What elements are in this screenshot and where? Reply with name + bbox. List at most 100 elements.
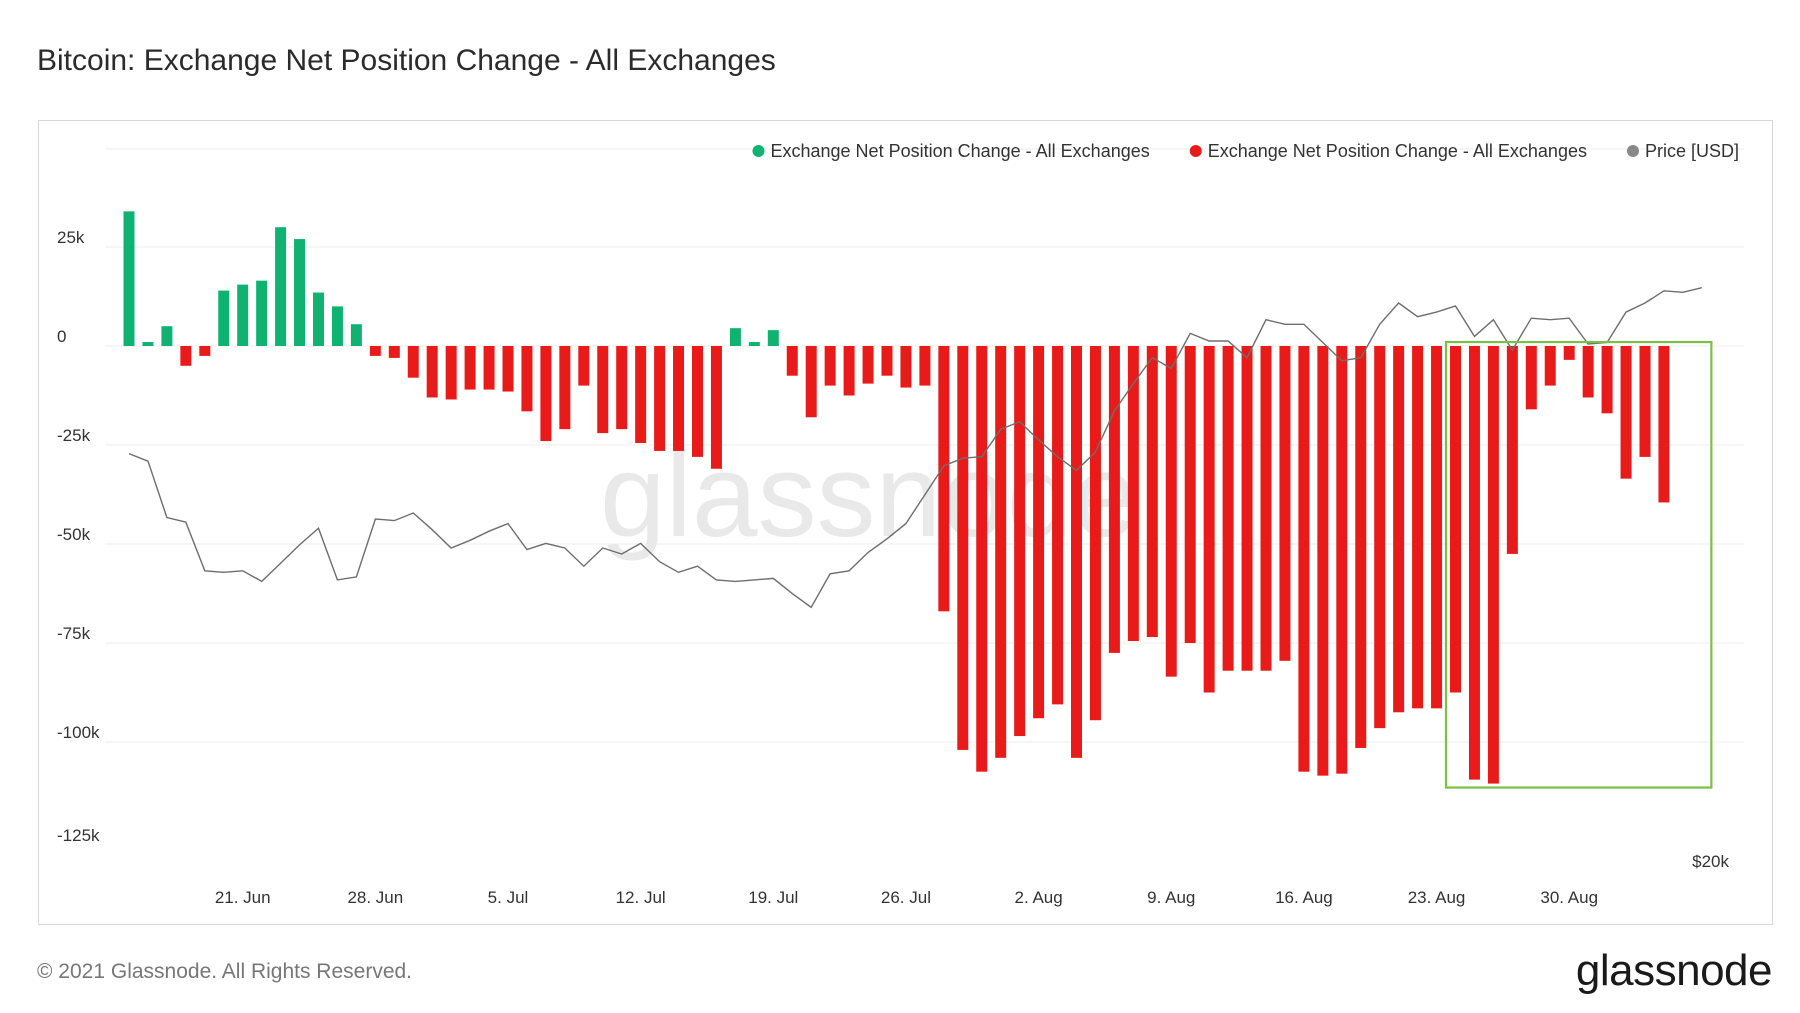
x-tick-label: 28. Jun — [347, 888, 403, 907]
bar-negative — [976, 346, 988, 772]
bar-negative — [1525, 346, 1537, 410]
bars — [123, 211, 1670, 784]
bar-negative — [1336, 346, 1348, 774]
bar-negative — [521, 346, 533, 412]
bar-positive — [256, 280, 268, 346]
bar-negative — [540, 346, 552, 442]
bar-negative — [692, 346, 703, 457]
bar-negative — [1355, 346, 1367, 748]
bar-negative — [1071, 346, 1082, 758]
y-tick-label: -100k — [57, 723, 100, 742]
bar-negative — [1639, 346, 1651, 457]
bar-negative — [1052, 346, 1064, 705]
bar-positive — [767, 330, 779, 346]
bar-positive — [350, 324, 362, 346]
legend-label: Exchange Net Position Change - All Excha… — [1208, 141, 1587, 161]
bar-negative — [388, 346, 400, 358]
bar-negative — [900, 346, 912, 388]
bar-negative — [1544, 346, 1556, 386]
page-title: Bitcoin: Exchange Net Position Change - … — [37, 44, 776, 77]
bar-negative — [881, 346, 893, 376]
bar-negative — [1298, 346, 1310, 772]
x-tick-label: 23. Aug — [1408, 888, 1466, 907]
highlight-rect — [1444, 340, 1713, 789]
bar-negative — [1412, 346, 1424, 709]
y-tick-label: -125k — [57, 826, 100, 845]
x-tick-label: 30. Aug — [1540, 888, 1598, 907]
bar-negative — [843, 346, 855, 396]
bar-negative — [180, 346, 192, 366]
bar-negative — [1203, 346, 1215, 693]
legend-item: Exchange Net Position Change - All Excha… — [1189, 141, 1587, 161]
bar-positive — [218, 290, 230, 346]
bar-negative — [1014, 346, 1026, 737]
x-axis: 21. Jun 28. Jun 5. Jul 12. Jul 19. Jul 26. Ju… — [215, 888, 1598, 907]
bar-negative — [786, 346, 798, 376]
bar-positive — [161, 326, 173, 346]
x-tick-label: 16. Aug — [1275, 888, 1333, 907]
bar-positive — [237, 284, 249, 346]
bar-negative — [597, 346, 609, 434]
x-tick-label: 19. Jul — [748, 888, 798, 907]
bar-negative — [1260, 346, 1272, 671]
bar-negative — [1317, 346, 1329, 776]
x-tick-label: 5. Jul — [488, 888, 529, 907]
chart-frame: glassnode 25k 0 -25k -50k -75k -100k -125k 21.… — [38, 120, 1773, 925]
legend: Price [USD] Exchange Net Position Change … — [752, 141, 1739, 161]
bar-negative — [824, 346, 836, 386]
bar-negative — [1184, 346, 1196, 643]
legend-label: Price [USD] — [1645, 141, 1739, 161]
bar-negative — [1563, 346, 1575, 360]
bar-negative — [938, 346, 950, 612]
bar-negative — [1468, 346, 1480, 780]
legend-marker — [752, 145, 765, 157]
bar-negative — [1108, 346, 1120, 653]
bar-negative — [1487, 346, 1499, 784]
bar-negative — [1658, 346, 1670, 503]
bar-negative — [957, 346, 969, 750]
bar-negative — [1089, 346, 1101, 721]
bar-negative — [1620, 346, 1632, 479]
y-tick-label: 0 — [57, 327, 66, 346]
bar-positive — [123, 211, 135, 346]
bar-negative — [1431, 346, 1443, 709]
bar-positive — [331, 306, 343, 346]
highlight-box — [1444, 340, 1713, 789]
brand-logo: glassnode — [1575, 946, 1773, 995]
x-tick-label: 21. Jun — [215, 888, 271, 907]
bar-negative — [559, 346, 571, 430]
bar-negative — [1374, 346, 1386, 729]
watermark: glassnode — [600, 430, 1138, 562]
bar-negative — [654, 346, 666, 451]
bar-positive — [275, 227, 287, 346]
bar-negative — [1127, 346, 1139, 642]
bar-negative — [407, 346, 419, 378]
bar-negative — [1279, 346, 1291, 661]
legend-marker — [1626, 145, 1639, 157]
bar-negative — [673, 346, 685, 451]
x-tick-label: 12. Jul — [616, 888, 666, 907]
bar-negative — [1146, 346, 1158, 638]
legend-marker — [1189, 145, 1202, 157]
bar-negative — [578, 346, 590, 386]
bar-negative — [635, 346, 647, 444]
bar-negative — [862, 346, 874, 384]
bar-negative — [1033, 346, 1045, 719]
y-tick-label: -25k — [57, 426, 91, 445]
x-tick-label: 9. Aug — [1147, 888, 1195, 907]
legend-item: Price [USD] — [1626, 141, 1739, 161]
bar-negative — [369, 346, 381, 356]
bar-negative — [805, 346, 817, 418]
bar-negative — [1582, 346, 1594, 398]
y-axis: 25k 0 -25k -50k -75k -100k -125k — [57, 228, 100, 845]
bar-negative — [1165, 346, 1177, 677]
legend-item: Exchange Net Position Change - All Excha… — [752, 141, 1150, 161]
y-tick-label: -75k — [57, 624, 91, 643]
bar-negative — [464, 346, 476, 390]
bar-negative — [1222, 346, 1234, 671]
bar-positive — [748, 342, 760, 346]
bar-negative — [445, 346, 457, 400]
y-tick-label: -50k — [57, 525, 91, 544]
x-tick-label: 2. Aug — [1014, 888, 1062, 907]
bar-negative — [710, 346, 722, 469]
